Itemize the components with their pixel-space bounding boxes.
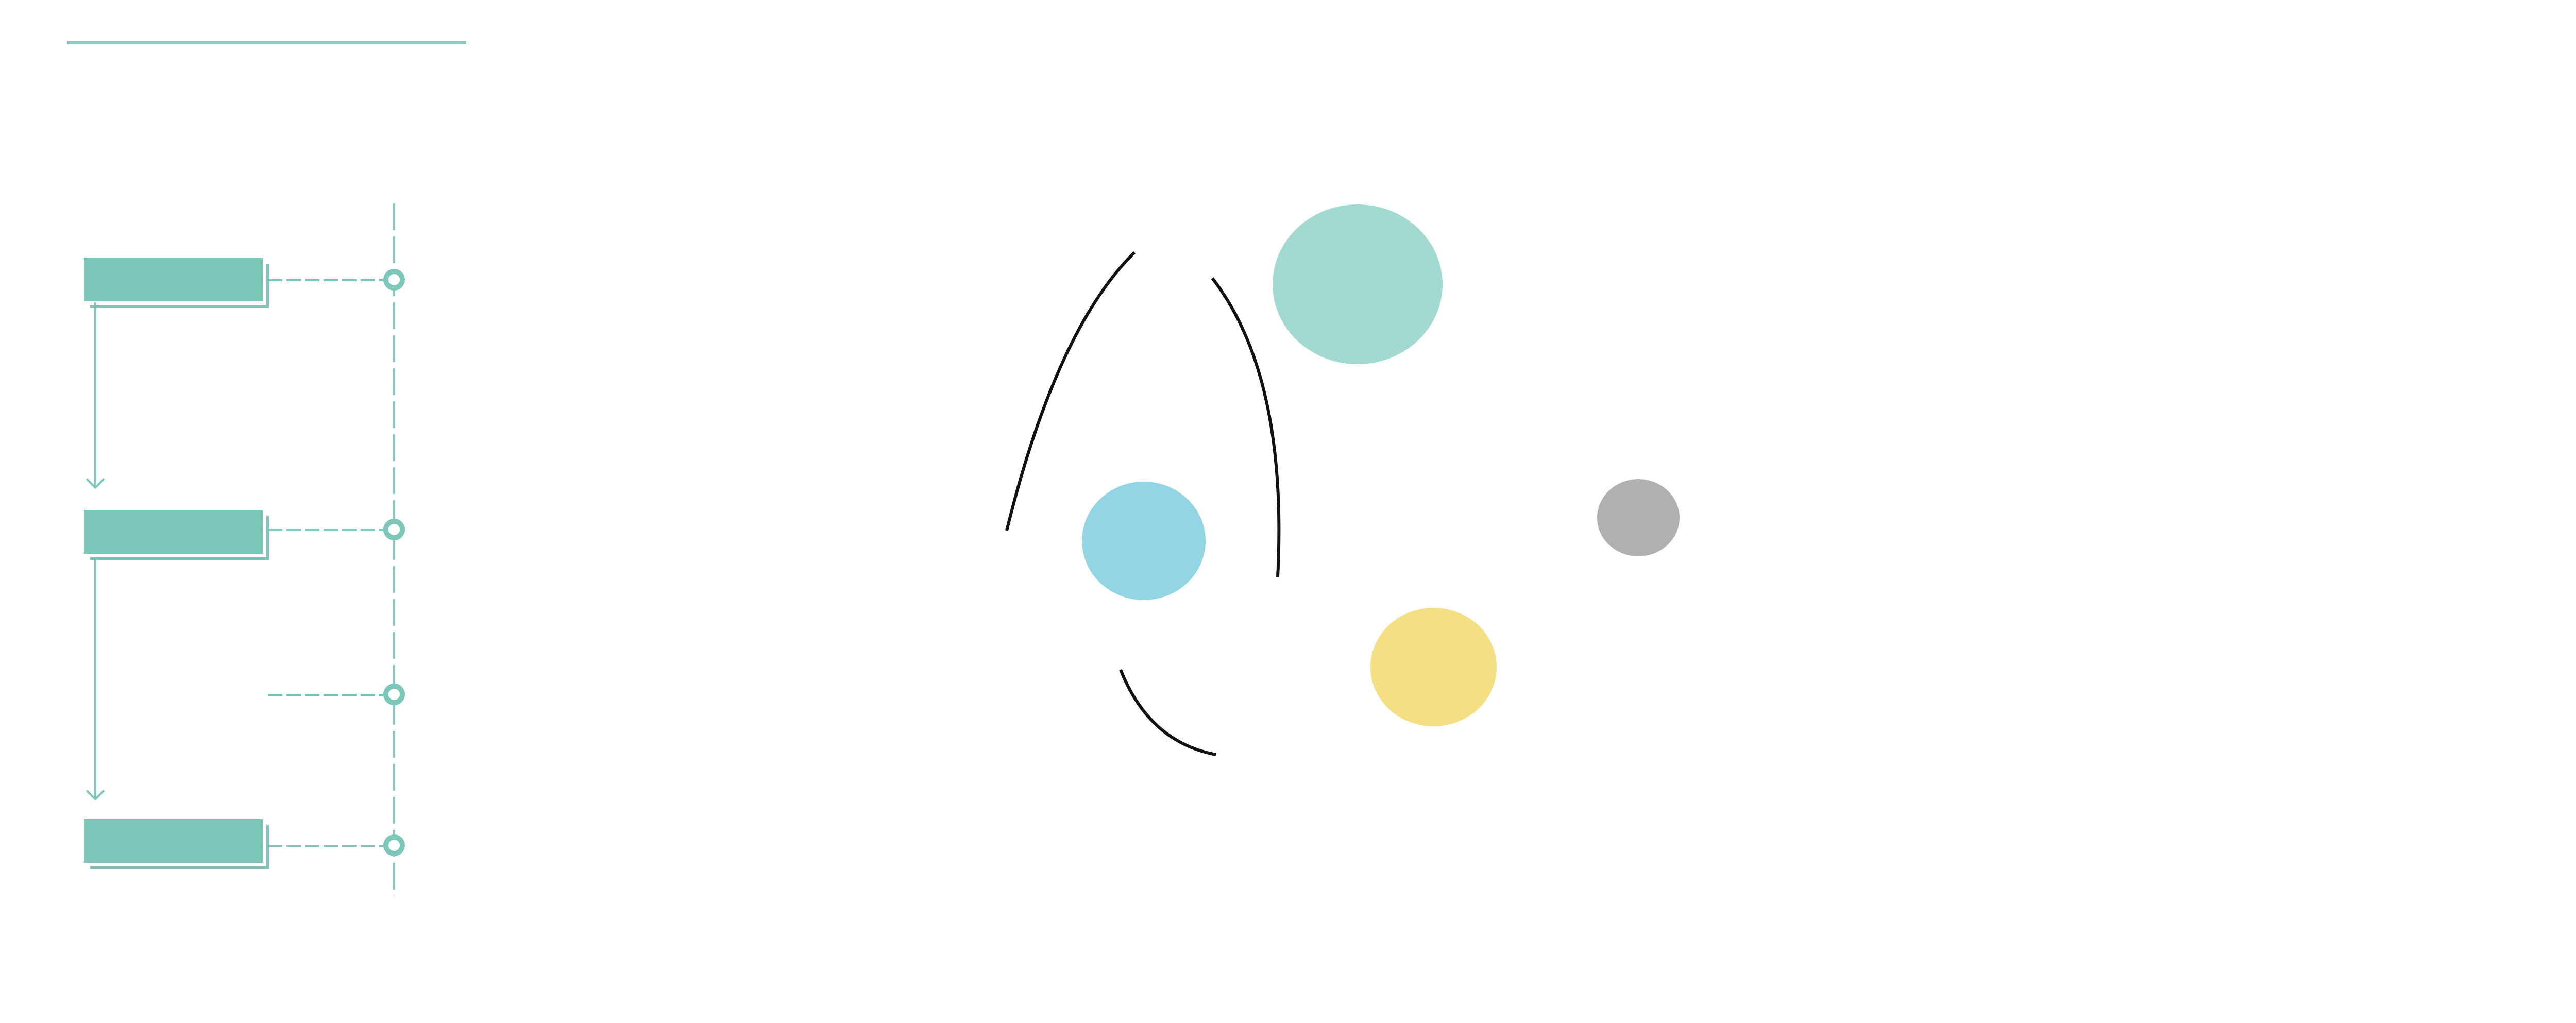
step-connector bbox=[268, 845, 384, 847]
flow-arrow-line bbox=[94, 302, 96, 488]
about-questions bbox=[448, 343, 799, 360]
field-city bbox=[567, 248, 690, 252]
field-name bbox=[446, 234, 567, 238]
field-age bbox=[690, 234, 793, 238]
header-underline bbox=[67, 41, 466, 44]
page-header bbox=[67, 9, 77, 53]
step-shadow bbox=[90, 516, 269, 560]
basic-info-fields bbox=[446, 234, 793, 252]
arrow-down-icon bbox=[86, 781, 105, 801]
step-01 bbox=[84, 258, 269, 308]
flow-arrow-line bbox=[94, 559, 96, 798]
timeline-node bbox=[383, 519, 405, 540]
circle-have-ideas bbox=[1082, 482, 1206, 600]
circle-preparing bbox=[1273, 204, 1443, 364]
timeline-line bbox=[393, 203, 395, 896]
step-connector bbox=[268, 529, 384, 531]
step-shadow bbox=[90, 825, 269, 869]
step-box bbox=[84, 819, 263, 863]
field-gender bbox=[567, 234, 690, 238]
step-03 bbox=[84, 819, 269, 869]
circle-no-idea bbox=[1597, 479, 1680, 556]
connection-arcs bbox=[1005, 251, 1281, 756]
arrow-down-icon bbox=[86, 470, 105, 489]
experience-questions bbox=[448, 739, 912, 755]
step-box bbox=[84, 258, 263, 301]
field-class bbox=[446, 248, 567, 252]
circle-end bbox=[1370, 608, 1497, 726]
step-shadow bbox=[90, 264, 269, 308]
timeline-node bbox=[383, 834, 405, 856]
step-connector bbox=[268, 694, 384, 696]
timeline-node bbox=[383, 684, 405, 705]
timeline-node bbox=[383, 269, 405, 291]
step-02 bbox=[84, 510, 269, 560]
step-connector bbox=[268, 279, 384, 281]
field-whether bbox=[690, 248, 793, 252]
step-box bbox=[84, 510, 263, 554]
